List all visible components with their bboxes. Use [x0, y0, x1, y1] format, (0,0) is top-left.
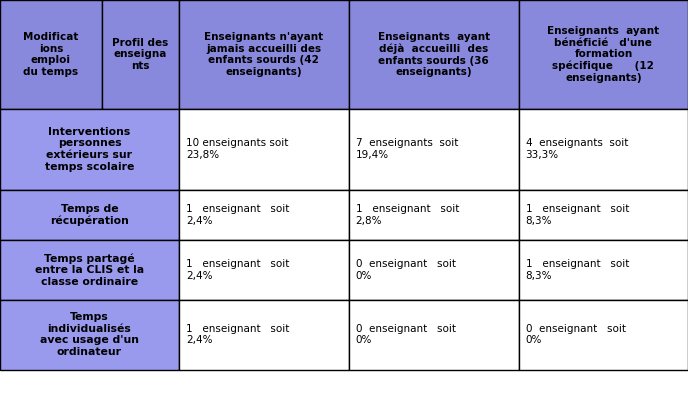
Text: 1   enseignant   soit
2,4%: 1 enseignant soit 2,4% — [186, 259, 289, 281]
Text: 1   enseignant   soit
2,4%: 1 enseignant soit 2,4% — [186, 204, 289, 226]
Bar — [349, 190, 519, 240]
Bar — [519, 300, 688, 370]
Text: Temps de
récupération: Temps de récupération — [50, 204, 129, 226]
Text: 0  enseignant   soit
0%: 0 enseignant soit 0% — [526, 324, 625, 345]
Text: 0  enseignant   soit
0%: 0 enseignant soit 0% — [356, 324, 455, 345]
Bar — [0, 0, 102, 109]
Text: Temps partagé
entre la CLIS et la
classe ordinaire: Temps partagé entre la CLIS et la classe… — [35, 253, 144, 287]
Bar — [0, 240, 179, 300]
Bar — [102, 0, 179, 109]
Text: 7  enseignants  soit
19,4%: 7 enseignants soit 19,4% — [356, 138, 458, 160]
Text: 0  enseignant   soit
0%: 0 enseignant soit 0% — [356, 259, 455, 281]
Text: 10 enseignants soit
23,8%: 10 enseignants soit 23,8% — [186, 138, 288, 160]
Bar — [519, 240, 688, 300]
Bar — [349, 109, 519, 190]
Bar — [0, 190, 179, 240]
Bar — [179, 190, 349, 240]
Bar — [519, 109, 688, 190]
Text: Modificat
ions
emploi
du temps: Modificat ions emploi du temps — [23, 32, 78, 77]
Text: Enseignants  ayant
déjà  accueilli  des
enfants sourds (36
enseignants): Enseignants ayant déjà accueilli des enf… — [378, 32, 490, 77]
Bar — [349, 300, 519, 370]
Text: 1   enseignant   soit
2,8%: 1 enseignant soit 2,8% — [356, 204, 459, 226]
Bar — [179, 300, 349, 370]
Bar — [179, 109, 349, 190]
Bar — [179, 240, 349, 300]
Text: Enseignants  ayant
bénéficié   d'une
formation
spécifique      (12
enseignants): Enseignants ayant bénéficié d'une format… — [548, 26, 659, 83]
Bar — [519, 190, 688, 240]
Text: 1   enseignant   soit
8,3%: 1 enseignant soit 8,3% — [526, 204, 629, 226]
Bar — [519, 0, 688, 109]
Text: Temps
individualisés
avec usage d'un
ordinateur: Temps individualisés avec usage d'un ord… — [40, 312, 139, 357]
Bar — [349, 240, 519, 300]
Text: Interventions
personnes
extérieurs sur
temps scolaire: Interventions personnes extérieurs sur t… — [45, 127, 134, 172]
Bar — [0, 109, 179, 190]
Text: Profil des
enseigna
nts: Profil des enseigna nts — [112, 38, 169, 71]
Bar — [349, 0, 519, 109]
Text: Enseignants n'ayant
jamais accueilli des
enfants sourds (42
enseignants): Enseignants n'ayant jamais accueilli des… — [204, 32, 323, 77]
Bar — [0, 300, 179, 370]
Bar — [179, 0, 349, 109]
Text: 1   enseignant   soit
8,3%: 1 enseignant soit 8,3% — [526, 259, 629, 281]
Text: 1   enseignant   soit
2,4%: 1 enseignant soit 2,4% — [186, 324, 289, 345]
Text: 4  enseignants  soit
33,3%: 4 enseignants soit 33,3% — [526, 138, 628, 160]
